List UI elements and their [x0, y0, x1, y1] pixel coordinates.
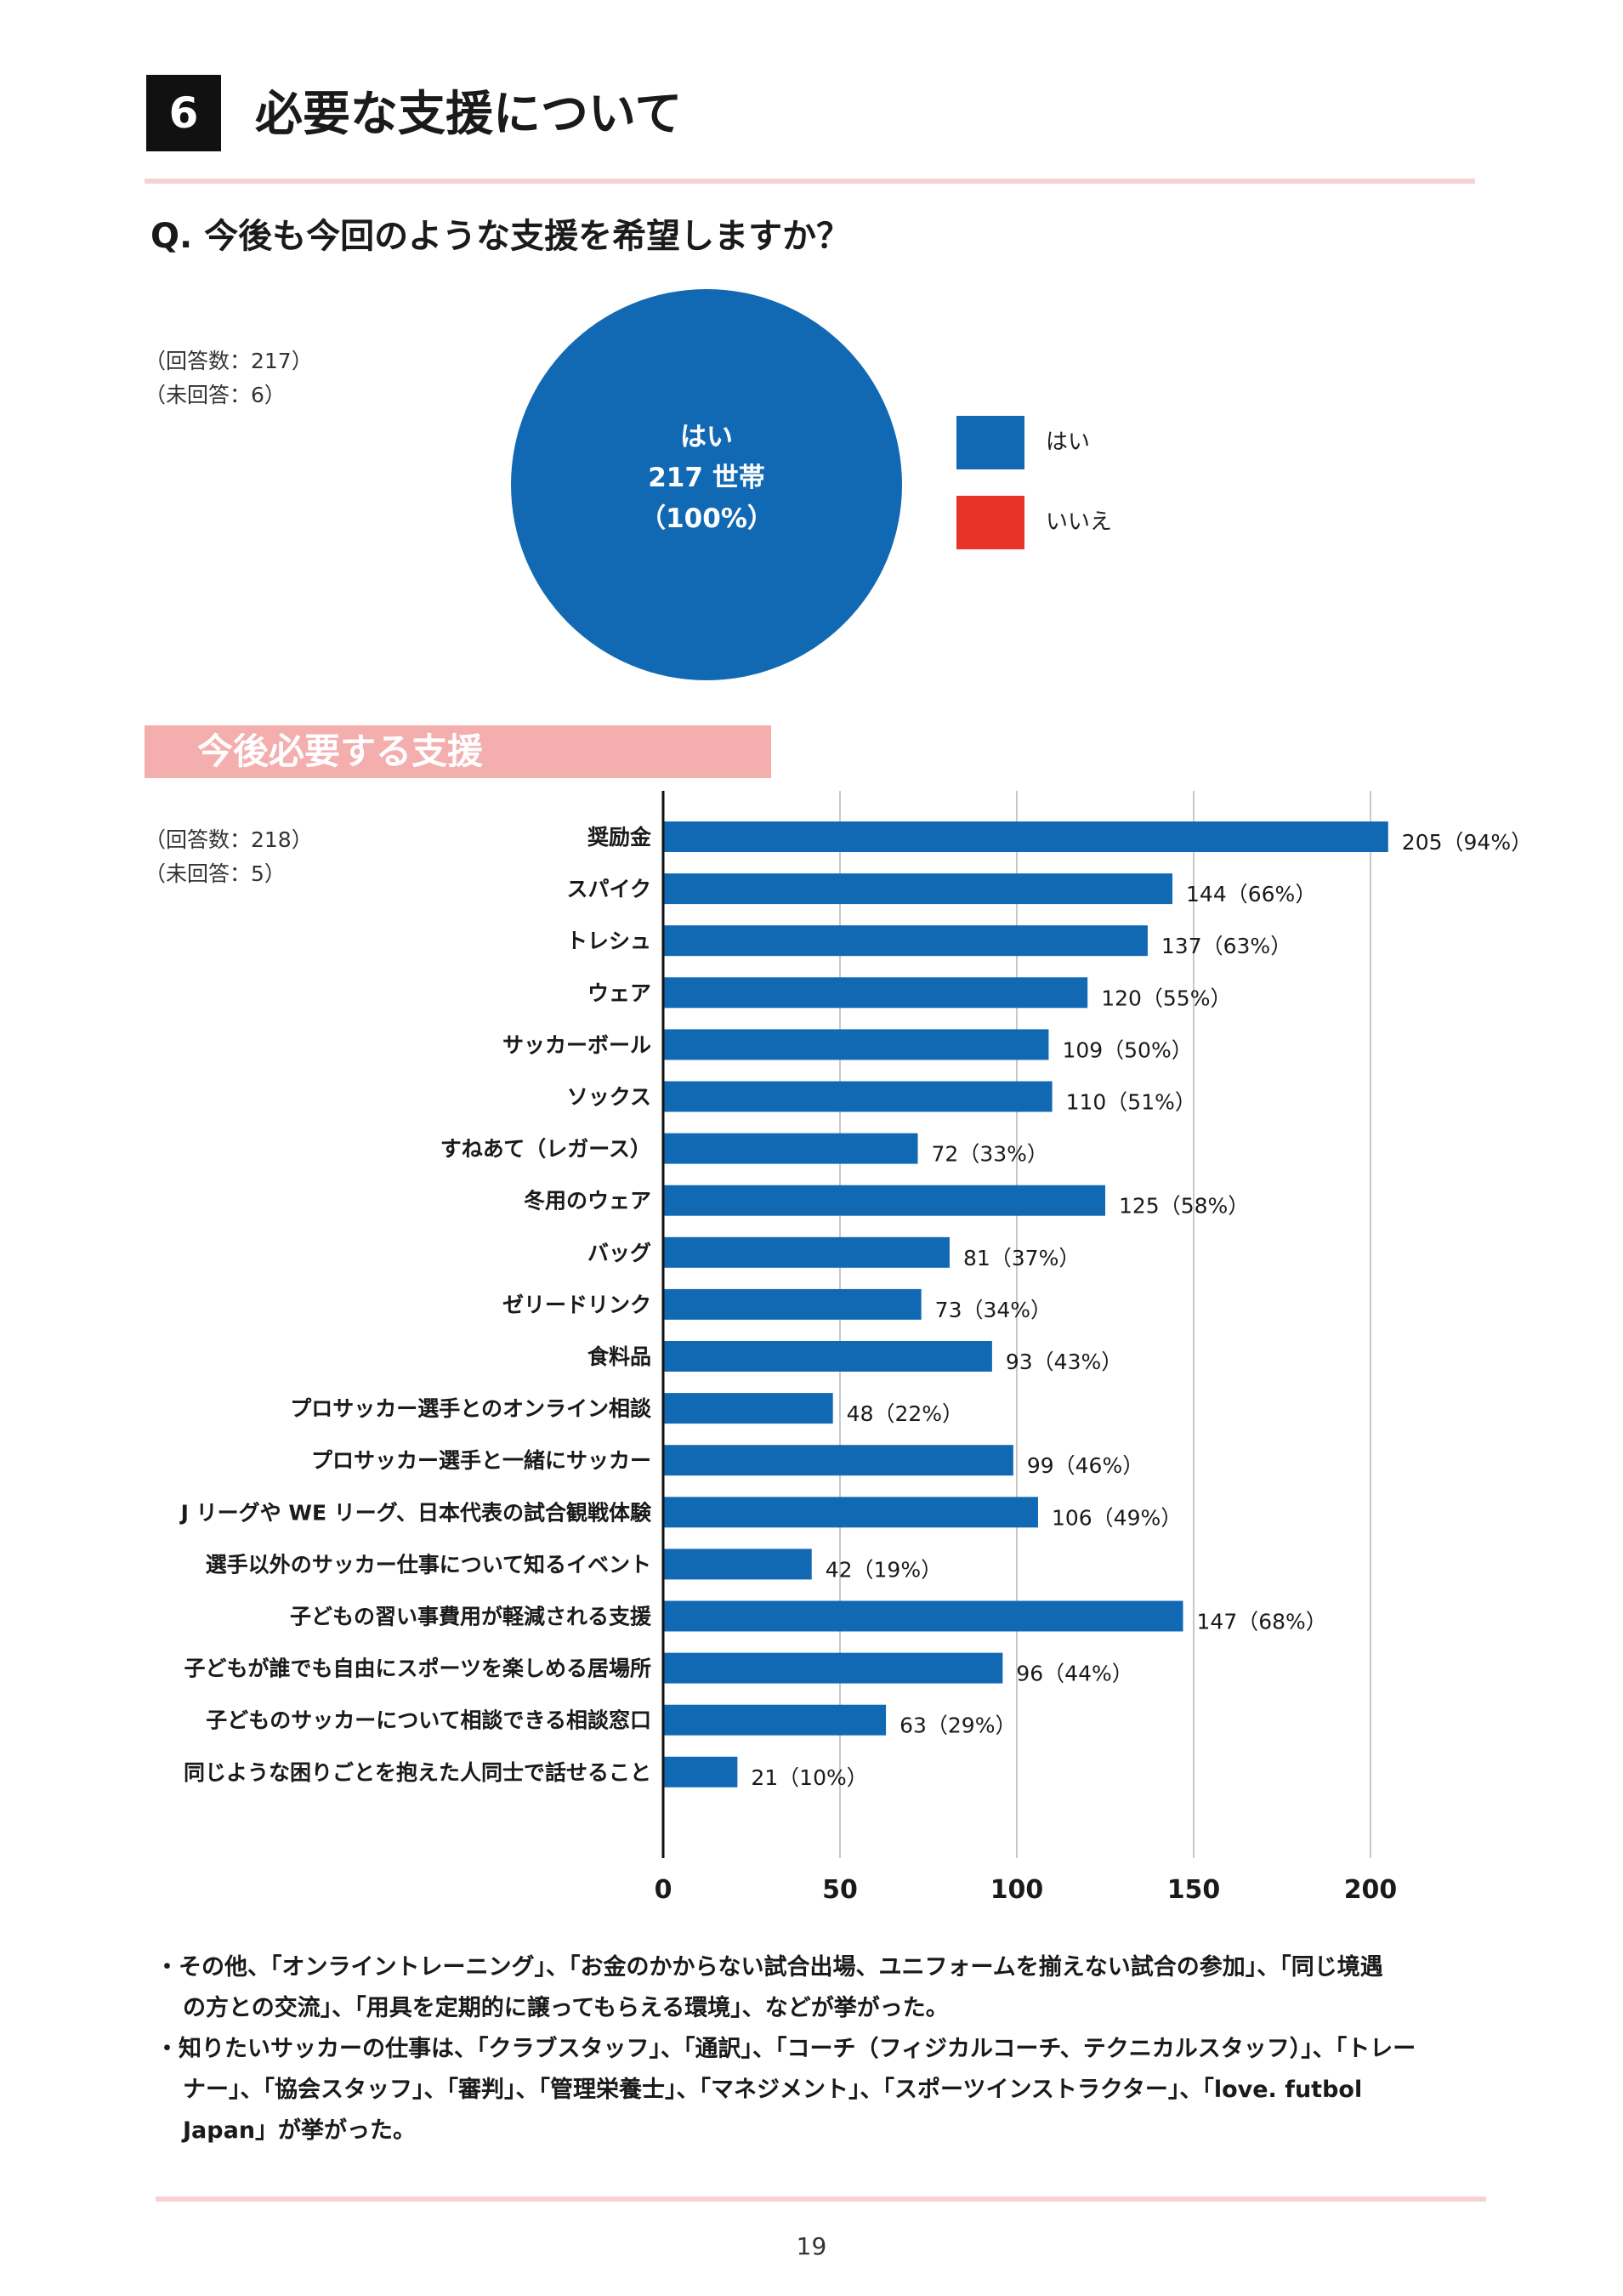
- bar: [663, 1600, 1183, 1632]
- bar: [663, 1236, 950, 1268]
- value-label: 125（58%）: [1119, 1194, 1249, 1219]
- bar: [663, 1704, 887, 1736]
- x-tick-label: 50: [822, 1875, 858, 1905]
- note-soccer-jobs: ・知りたいサッカーの仕事は、「クラブスタッフ」、「通訳」、「コーチ（フィジカルコ…: [156, 2029, 1490, 2151]
- value-label: 72（33%）: [932, 1142, 1048, 1167]
- chart-labels: 0 50 100 150 200 奨励金 205（94%） スパイク 144（66%） トレシュ 1…: [179, 825, 1532, 1905]
- bar: [663, 1549, 812, 1580]
- value-label: 63（29%）: [899, 1713, 1016, 1738]
- value-label: 147（68%）: [1197, 1610, 1327, 1634]
- question-heading: Q. 今後も今回のような支援を希望しますか？: [150, 217, 851, 256]
- category-label: 食料品: [587, 1344, 651, 1369]
- value-label: 205（94%）: [1402, 830, 1532, 855]
- legend-label-yes: はい: [1046, 429, 1091, 455]
- bar: [663, 1756, 738, 1787]
- note-1-line-2: の方との交流」、「用具を定期的に譲ってもらえる環境」、などが挙がった。: [183, 1995, 949, 2021]
- value-label: 99（46%）: [1027, 1453, 1143, 1478]
- category-label: 冬用のウェア: [524, 1189, 651, 1213]
- value-label: 110（51%）: [1066, 1090, 1196, 1115]
- bar-chart: 0 50 100 150 200 奨励金 205（94%） スパイク 144（66%） トレシュ 1…: [179, 791, 1532, 1905]
- category-label: J リーグや WE リーグ、日本代表の試合観戦体験: [179, 1500, 652, 1525]
- page-number: 19: [796, 2232, 827, 2260]
- value-label: 93（43%）: [1006, 1350, 1122, 1374]
- bar-response-count: （回答数：218）: [145, 827, 313, 852]
- value-label: 144（66%）: [1186, 882, 1316, 906]
- note-2-line-3: Japan」が挙がった。: [183, 2117, 417, 2144]
- pie-response-meta: （回答数：217） （未回答：6）: [145, 344, 313, 412]
- note-1-line-1: ・その他、「オンライントレーニング」、「お金のかからない試合出場、ユニフォームを…: [156, 1954, 1383, 1981]
- pie-slice-yes: [511, 289, 902, 680]
- category-label: ウェア: [587, 980, 651, 1005]
- value-label: 73（34%）: [935, 1298, 1052, 1322]
- category-label: サッカーボール: [502, 1032, 651, 1057]
- category-label: 奨励金: [587, 825, 652, 850]
- subheading-title: 今後必要する支援: [197, 730, 484, 772]
- category-label: 子どもが誰でも自由にスポーツを楽しめる居場所: [184, 1657, 651, 1681]
- footer-divider: [156, 2197, 1486, 2202]
- bar-response-meta: （回答数：218） （未回答：5）: [145, 823, 313, 891]
- value-label: 42（19%）: [826, 1557, 942, 1582]
- pie-center-label: はい 217 世帯 （100%）: [511, 417, 902, 539]
- legend-swatch-yes: [956, 416, 1024, 469]
- pie-response-count: （回答数：217）: [145, 349, 313, 373]
- category-label: スパイク: [566, 877, 651, 901]
- pie-label-count: 217 世帯: [648, 463, 765, 493]
- pie-label-answer: はい: [680, 422, 733, 452]
- section-number: 6: [146, 75, 221, 151]
- section-title: 必要な支援について: [255, 87, 683, 142]
- bar: [663, 1133, 918, 1164]
- pie-label-percent: （100%）: [639, 503, 774, 534]
- pie-no-answer-count: （未回答：6）: [145, 383, 286, 407]
- x-tick-label: 0: [655, 1875, 672, 1905]
- value-label: 120（55%）: [1101, 986, 1231, 1010]
- value-label: 96（44%）: [1016, 1662, 1132, 1686]
- category-label: トレシュ: [566, 929, 651, 953]
- pie-chart: [511, 289, 902, 680]
- header-divider: [145, 179, 1475, 184]
- category-label: ソックス: [567, 1085, 651, 1110]
- bar: [663, 1029, 1049, 1060]
- bar: [663, 1081, 1053, 1112]
- x-tick-label: 200: [1344, 1875, 1398, 1905]
- value-label: 48（22%）: [847, 1401, 963, 1426]
- value-label: 137（63%）: [1161, 934, 1291, 958]
- category-label: ゼリードリンク: [502, 1293, 651, 1317]
- note-2-line-2: ナー」、「協会スタッフ」、「審判」、「管理栄養士」、「マネジメント」、「スポーツ…: [183, 2077, 1363, 2103]
- chart-bars: [663, 821, 1388, 1787]
- bar: [663, 1497, 1038, 1528]
- category-label: すねあて（レガース）: [440, 1137, 651, 1162]
- value-label: 81（37%）: [963, 1246, 1080, 1270]
- x-tick-label: 100: [990, 1875, 1044, 1905]
- bar: [663, 1288, 922, 1320]
- bar: [663, 1652, 1003, 1684]
- category-label: プロサッカー選手とのオンライン相談: [290, 1396, 652, 1421]
- bar: [663, 1185, 1105, 1216]
- value-label: 109（50%）: [1062, 1037, 1192, 1062]
- category-label: 子どものサッカーについて相談できる相談窓口: [206, 1708, 651, 1733]
- note-other-requests: ・その他、「オンライントレーニング」、「お金のかからない試合出場、ユニフォームを…: [156, 1947, 1490, 2029]
- bar: [663, 1393, 833, 1424]
- subheading-banner: [145, 725, 771, 778]
- legend-swatch-no: [956, 496, 1024, 549]
- category-label: 子どもの習い事費用が軽減される支援: [290, 1605, 652, 1629]
- bar: [663, 925, 1148, 957]
- bar: [663, 1445, 1013, 1476]
- category-label: バッグ: [587, 1241, 651, 1265]
- note-2-line-1: ・知りたいサッカーの仕事は、「クラブスタッフ」、「通訳」、「コーチ（フィジカルコ…: [156, 2036, 1416, 2062]
- bar: [663, 821, 1388, 852]
- category-label: 同じような困りごとを抱えた人同士で話せること: [184, 1760, 651, 1785]
- value-label: 106（49%）: [1052, 1505, 1182, 1530]
- x-tick-label: 150: [1167, 1875, 1221, 1905]
- bar: [663, 1341, 992, 1372]
- category-label: プロサッカー選手と一緒にサッカー: [311, 1448, 651, 1473]
- bar: [663, 873, 1173, 905]
- bar: [663, 977, 1088, 1009]
- bar-no-answer-count: （未回答：5）: [145, 861, 286, 886]
- legend-label-no: いいえ: [1046, 509, 1113, 535]
- value-label: 21（10%）: [751, 1765, 867, 1790]
- category-label: 選手以外のサッカー仕事について知るイベント: [206, 1552, 651, 1577]
